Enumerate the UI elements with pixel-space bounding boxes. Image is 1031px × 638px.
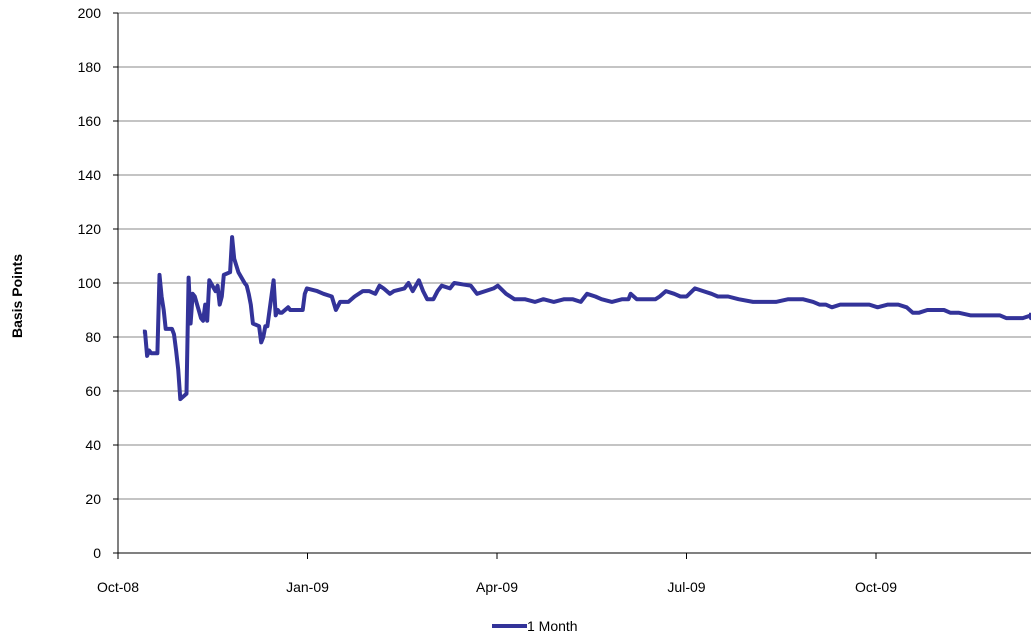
y-tick-label: 80	[85, 329, 101, 345]
x-tick-labels: Oct-08 Jan-09 Apr-09 Jul-09 Oct-09	[97, 553, 897, 595]
y-tick-label: 20	[85, 491, 101, 507]
y-tick-label: 100	[78, 275, 102, 291]
legend-label: 1 Month	[527, 618, 578, 634]
x-tick-label: Jul-09	[667, 579, 705, 595]
y-tick-labels: 0 20 40 60 80 100 120 140 160 180 200	[78, 5, 118, 561]
series-line-0	[142, 235, 1031, 402]
x-tick-label: Oct-08	[97, 579, 139, 595]
gridlines	[118, 12, 1031, 500]
legend: 1 Month	[492, 618, 578, 634]
series-layer	[142, 235, 1031, 402]
y-tick-label: 0	[93, 545, 101, 561]
x-tick-label: Apr-09	[476, 579, 518, 595]
x-tick-label: Oct-09	[855, 579, 897, 595]
y-tick-label: 140	[78, 167, 102, 183]
y-tick-label: 60	[85, 383, 101, 399]
y-axis-label: Basis Points	[9, 254, 25, 338]
y-tick-label: 180	[78, 59, 102, 75]
y-tick-label: 120	[78, 221, 102, 237]
y-tick-label: 160	[78, 113, 102, 129]
y-tick-label: 40	[85, 437, 101, 453]
y-tick-label: 200	[78, 5, 102, 21]
x-tick-label: Jan-09	[286, 579, 329, 595]
